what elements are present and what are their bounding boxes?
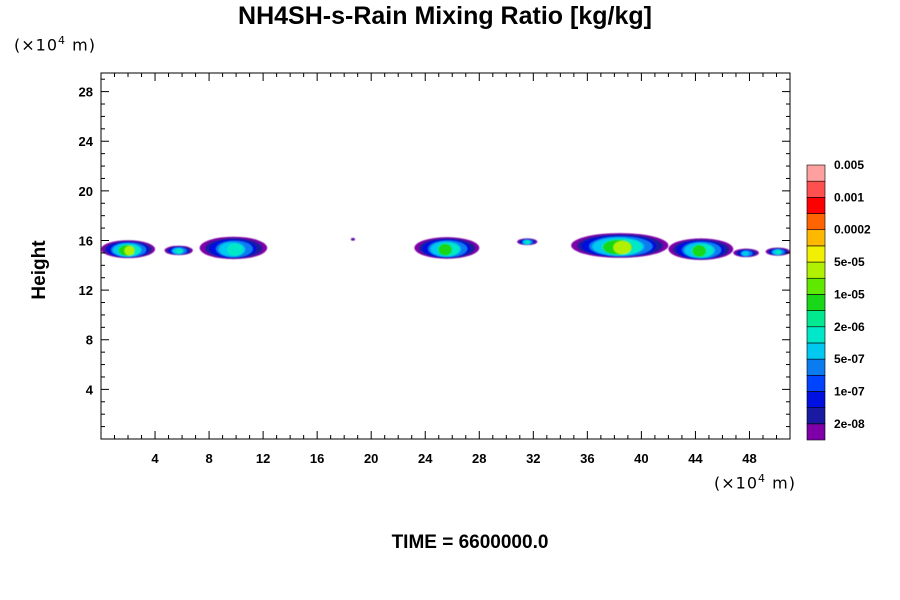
chart-title: NH4SH-s-Rain Mixing Ratio [kg/kg] bbox=[238, 2, 652, 30]
x-tick-label: 28 bbox=[472, 451, 486, 466]
colorbar-label: 1e-07 bbox=[834, 384, 865, 398]
cloud-feature bbox=[199, 236, 268, 260]
x-axis-unit: (×104 m) bbox=[714, 472, 796, 493]
x-tick-label: 4 bbox=[151, 451, 159, 466]
colorbar-swatch bbox=[806, 245, 826, 263]
cloud-feature bbox=[164, 245, 193, 256]
colorbar-swatch bbox=[806, 423, 826, 441]
x-tick-label: 44 bbox=[688, 451, 703, 466]
cloud-contour bbox=[438, 243, 453, 256]
x-tick-label: 32 bbox=[526, 451, 540, 466]
colorbar-swatch bbox=[806, 342, 826, 360]
colorbar-label: 2e-06 bbox=[834, 320, 865, 334]
cloud-contour bbox=[775, 250, 782, 255]
x-ticks: 4 8 12 16 20 24 28 32 36 40 44 48 bbox=[114, 73, 777, 466]
colorbar-label: 0.005 bbox=[834, 158, 864, 172]
colorbar-swatch bbox=[806, 326, 826, 344]
plot-features bbox=[101, 233, 790, 260]
colorbar-label: 0.001 bbox=[834, 190, 864, 204]
x-tick-label: 48 bbox=[742, 451, 756, 466]
y-tick-label: 8 bbox=[86, 333, 93, 348]
colorbar-swatch bbox=[806, 277, 826, 295]
colorbar-label: 5e-05 bbox=[834, 255, 865, 269]
cloud-feature bbox=[101, 240, 156, 259]
cloud-feature bbox=[733, 248, 759, 258]
cloud-contour bbox=[613, 240, 632, 255]
y-tick-label: 24 bbox=[79, 134, 94, 149]
cloud-contour bbox=[175, 248, 183, 254]
cloud-feature bbox=[350, 237, 355, 241]
cloud-feature bbox=[668, 238, 734, 260]
cloud-feature bbox=[414, 237, 480, 259]
colorbar-label: 0.0002 bbox=[834, 223, 871, 237]
colorbar-swatch bbox=[806, 294, 826, 311]
x-tick-label: 36 bbox=[580, 451, 594, 466]
colorbar-swatch bbox=[806, 164, 826, 182]
x-tick-label: 16 bbox=[310, 451, 324, 466]
colorbar-swatch bbox=[806, 229, 826, 247]
x-tick-label: 8 bbox=[205, 451, 212, 466]
cloud-feature bbox=[571, 233, 669, 258]
x-tick-label: 24 bbox=[418, 451, 433, 466]
colorbar-swatch bbox=[806, 310, 826, 328]
colorbar-label: 1e-05 bbox=[834, 287, 865, 301]
x-tick-label: 40 bbox=[634, 451, 648, 466]
cloud-contour bbox=[226, 243, 244, 257]
colorbar-swatch bbox=[806, 391, 826, 408]
cloud-contour bbox=[351, 238, 355, 241]
y-tick-label: 20 bbox=[79, 184, 93, 199]
colorbar: 2e-08 1e-07 5e-07 2e-06 1e-05 5e-05 0.0002 0.00… bbox=[806, 158, 871, 441]
cloud-feature bbox=[765, 247, 790, 256]
y-tick-label: 12 bbox=[79, 283, 93, 298]
cloud-contour bbox=[692, 245, 706, 257]
cloud-feature bbox=[517, 238, 538, 246]
colorbar-swatch bbox=[806, 407, 826, 425]
y-ticks: 4 8 12 16 20 24 28 bbox=[79, 78, 790, 428]
x-tick-label: 12 bbox=[256, 451, 270, 466]
x-tick-label: 20 bbox=[364, 451, 378, 466]
cloud-contour bbox=[124, 245, 135, 256]
time-label: TIME = 6600000.0 bbox=[391, 532, 549, 553]
cloud-contour bbox=[741, 251, 750, 257]
colorbar-swatch bbox=[806, 374, 826, 392]
colorbar-label: 5e-07 bbox=[834, 352, 865, 366]
y-axis-unit: (×104 m) bbox=[14, 34, 96, 55]
cloud-contour bbox=[525, 240, 531, 245]
plot-frame bbox=[100, 72, 791, 440]
colorbar-swatch bbox=[806, 213, 826, 231]
colorbar-swatch bbox=[806, 358, 826, 376]
colorbar-swatch bbox=[806, 180, 826, 198]
colorbar-label: 2e-08 bbox=[834, 417, 865, 431]
y-tick-label: 4 bbox=[86, 382, 94, 397]
colorbar-swatch bbox=[806, 261, 826, 279]
y-tick-label: 16 bbox=[79, 233, 93, 248]
colorbar-swatch bbox=[806, 197, 826, 214]
y-tick-label: 28 bbox=[79, 85, 93, 100]
